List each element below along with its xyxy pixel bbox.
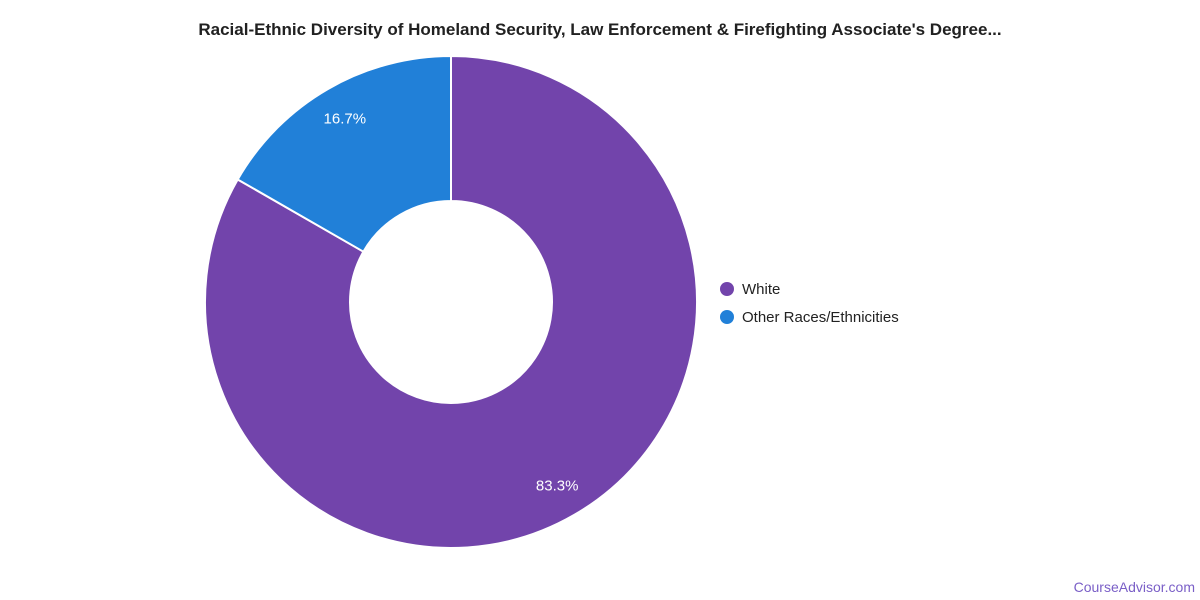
pie-slice-white[interactable]: [204, 55, 698, 549]
legend-item-other-races[interactable]: Other Races/Ethnicities: [720, 307, 899, 327]
legend: White Other Races/Ethnicities: [720, 279, 899, 327]
pie-slice-other-races-ethnicities[interactable]: [236, 55, 452, 253]
slice-label-white: 83.3%: [536, 477, 579, 494]
legend-label-white: White: [742, 280, 781, 298]
legend-swatch-other-races-icon: [720, 310, 734, 324]
courseadvisor-watermark-link[interactable]: CourseAdvisor.com: [1073, 579, 1195, 595]
legend-item-white[interactable]: White: [720, 279, 899, 299]
chart-title: Racial-Ethnic Diversity of Homeland Secu…: [198, 20, 1002, 39]
legend-label-other-races: Other Races/Ethnicities: [742, 308, 899, 326]
legend-swatch-white-icon: [720, 282, 734, 296]
slice-label-other-races-ethnicities: 16.7%: [324, 111, 367, 128]
